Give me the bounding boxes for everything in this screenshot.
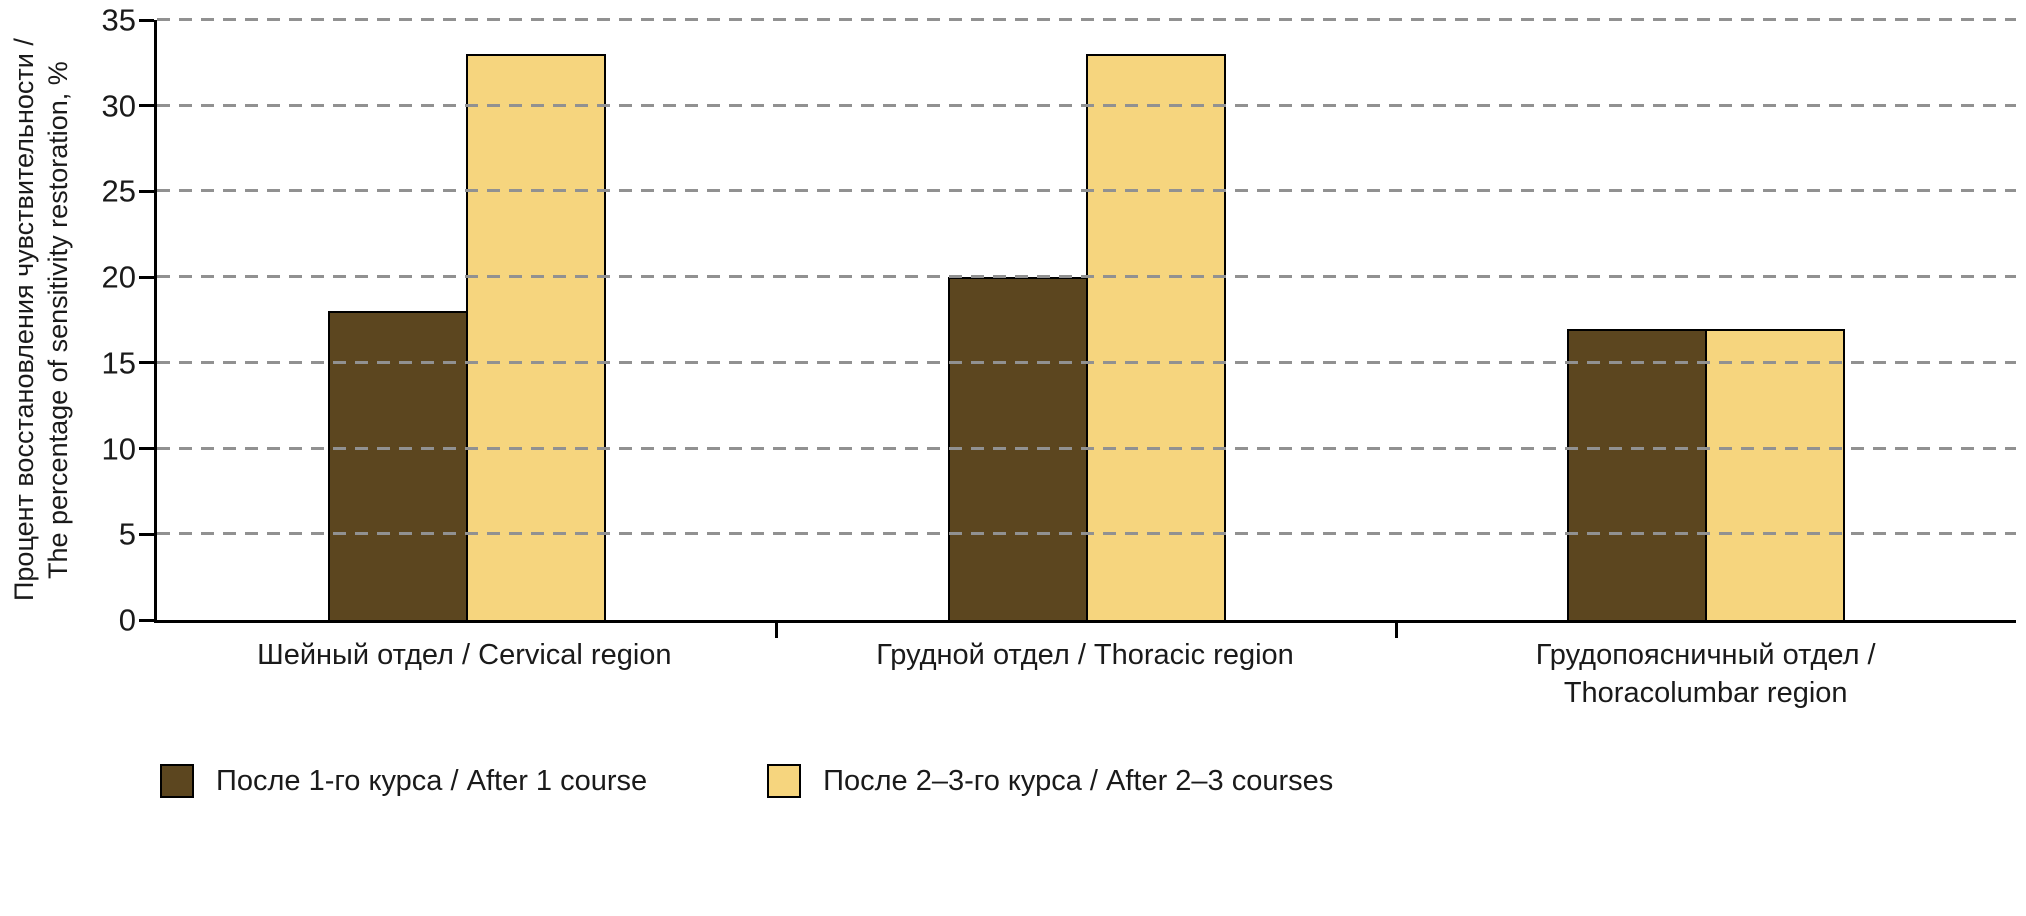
bar-chart-figure: Процент восстановления чувствительности …: [8, 5, 2016, 799]
y-tick-label: 35: [101, 2, 136, 38]
y-tick-mark: [139, 532, 154, 536]
y-tick-mark: [139, 447, 154, 451]
y-axis-title: Процент восстановления чувствительности …: [9, 38, 73, 602]
plot-area: [139, 18, 2016, 638]
y-tick-mark: [139, 275, 154, 279]
bar-group: [777, 20, 1397, 620]
x-tick-mark: [1394, 623, 1398, 638]
y-tick-mark: [139, 618, 154, 622]
y-axis-title-container: Процент восстановления чувствительности …: [8, 20, 76, 620]
legend-swatch: [767, 764, 802, 799]
y-tick-label: 25: [101, 173, 136, 209]
bar-group: [157, 20, 777, 620]
category-label: Грудопоясничный отдел / Thoracolumbar re…: [1535, 639, 1876, 709]
y-tick-mark: [139, 361, 154, 365]
legend-item: После 1-го курса / After 1 course: [160, 764, 648, 799]
legend-label: После 1-го курса / After 1 course: [216, 764, 648, 797]
legend-swatch: [160, 764, 194, 799]
plot-wrap: Шейный отдел / Cervical region Грудной от…: [139, 18, 2016, 712]
gridline: [157, 103, 2016, 107]
bar-groups: [157, 20, 2016, 620]
legend-item: После 2–3-го курса / After 2–3 courses: [767, 764, 1334, 799]
category-label: Грудной отдел / Thoracic region: [876, 639, 1294, 671]
y-tick-mark: [139, 104, 154, 108]
y-tick-label: 10: [101, 431, 136, 467]
gridline: [157, 18, 2016, 21]
bar-series-1: [1567, 328, 1708, 620]
gridline: [157, 446, 2016, 450]
y-tick-label: 30: [101, 88, 136, 124]
bar-series-2: [1085, 54, 1226, 620]
category-label: Шейный отдел / Cervical region: [257, 639, 672, 671]
y-tick-label: 15: [101, 345, 136, 381]
chart-row: Процент восстановления чувствительности …: [8, 5, 2016, 712]
bar-series-1: [327, 311, 468, 620]
y-tick-mark: [139, 18, 154, 22]
y-tick-label: 0: [118, 602, 136, 638]
y-tick-label: 5: [118, 516, 136, 552]
x-axis-labels: Шейный отдел / Cervical region Грудной от…: [154, 637, 2016, 712]
y-tick-mark: [139, 189, 154, 193]
legend-label: После 2–3-го курса / After 2–3 courses: [823, 764, 1334, 797]
gridline: [157, 189, 2016, 193]
x-tick-mark: [775, 623, 779, 638]
legend: После 1-го курса / After 1 course После 2…: [160, 764, 2016, 799]
bar-group: [1396, 20, 2016, 620]
gridline: [157, 275, 2016, 279]
bar-series-2: [465, 54, 606, 620]
y-tick-label: 20: [101, 259, 136, 295]
bar-series-2: [1705, 328, 1846, 620]
gridline: [157, 532, 2016, 536]
y-axis: 0 5 10 15 20 25 30 35: [76, 5, 154, 636]
gridline: [157, 360, 2016, 364]
